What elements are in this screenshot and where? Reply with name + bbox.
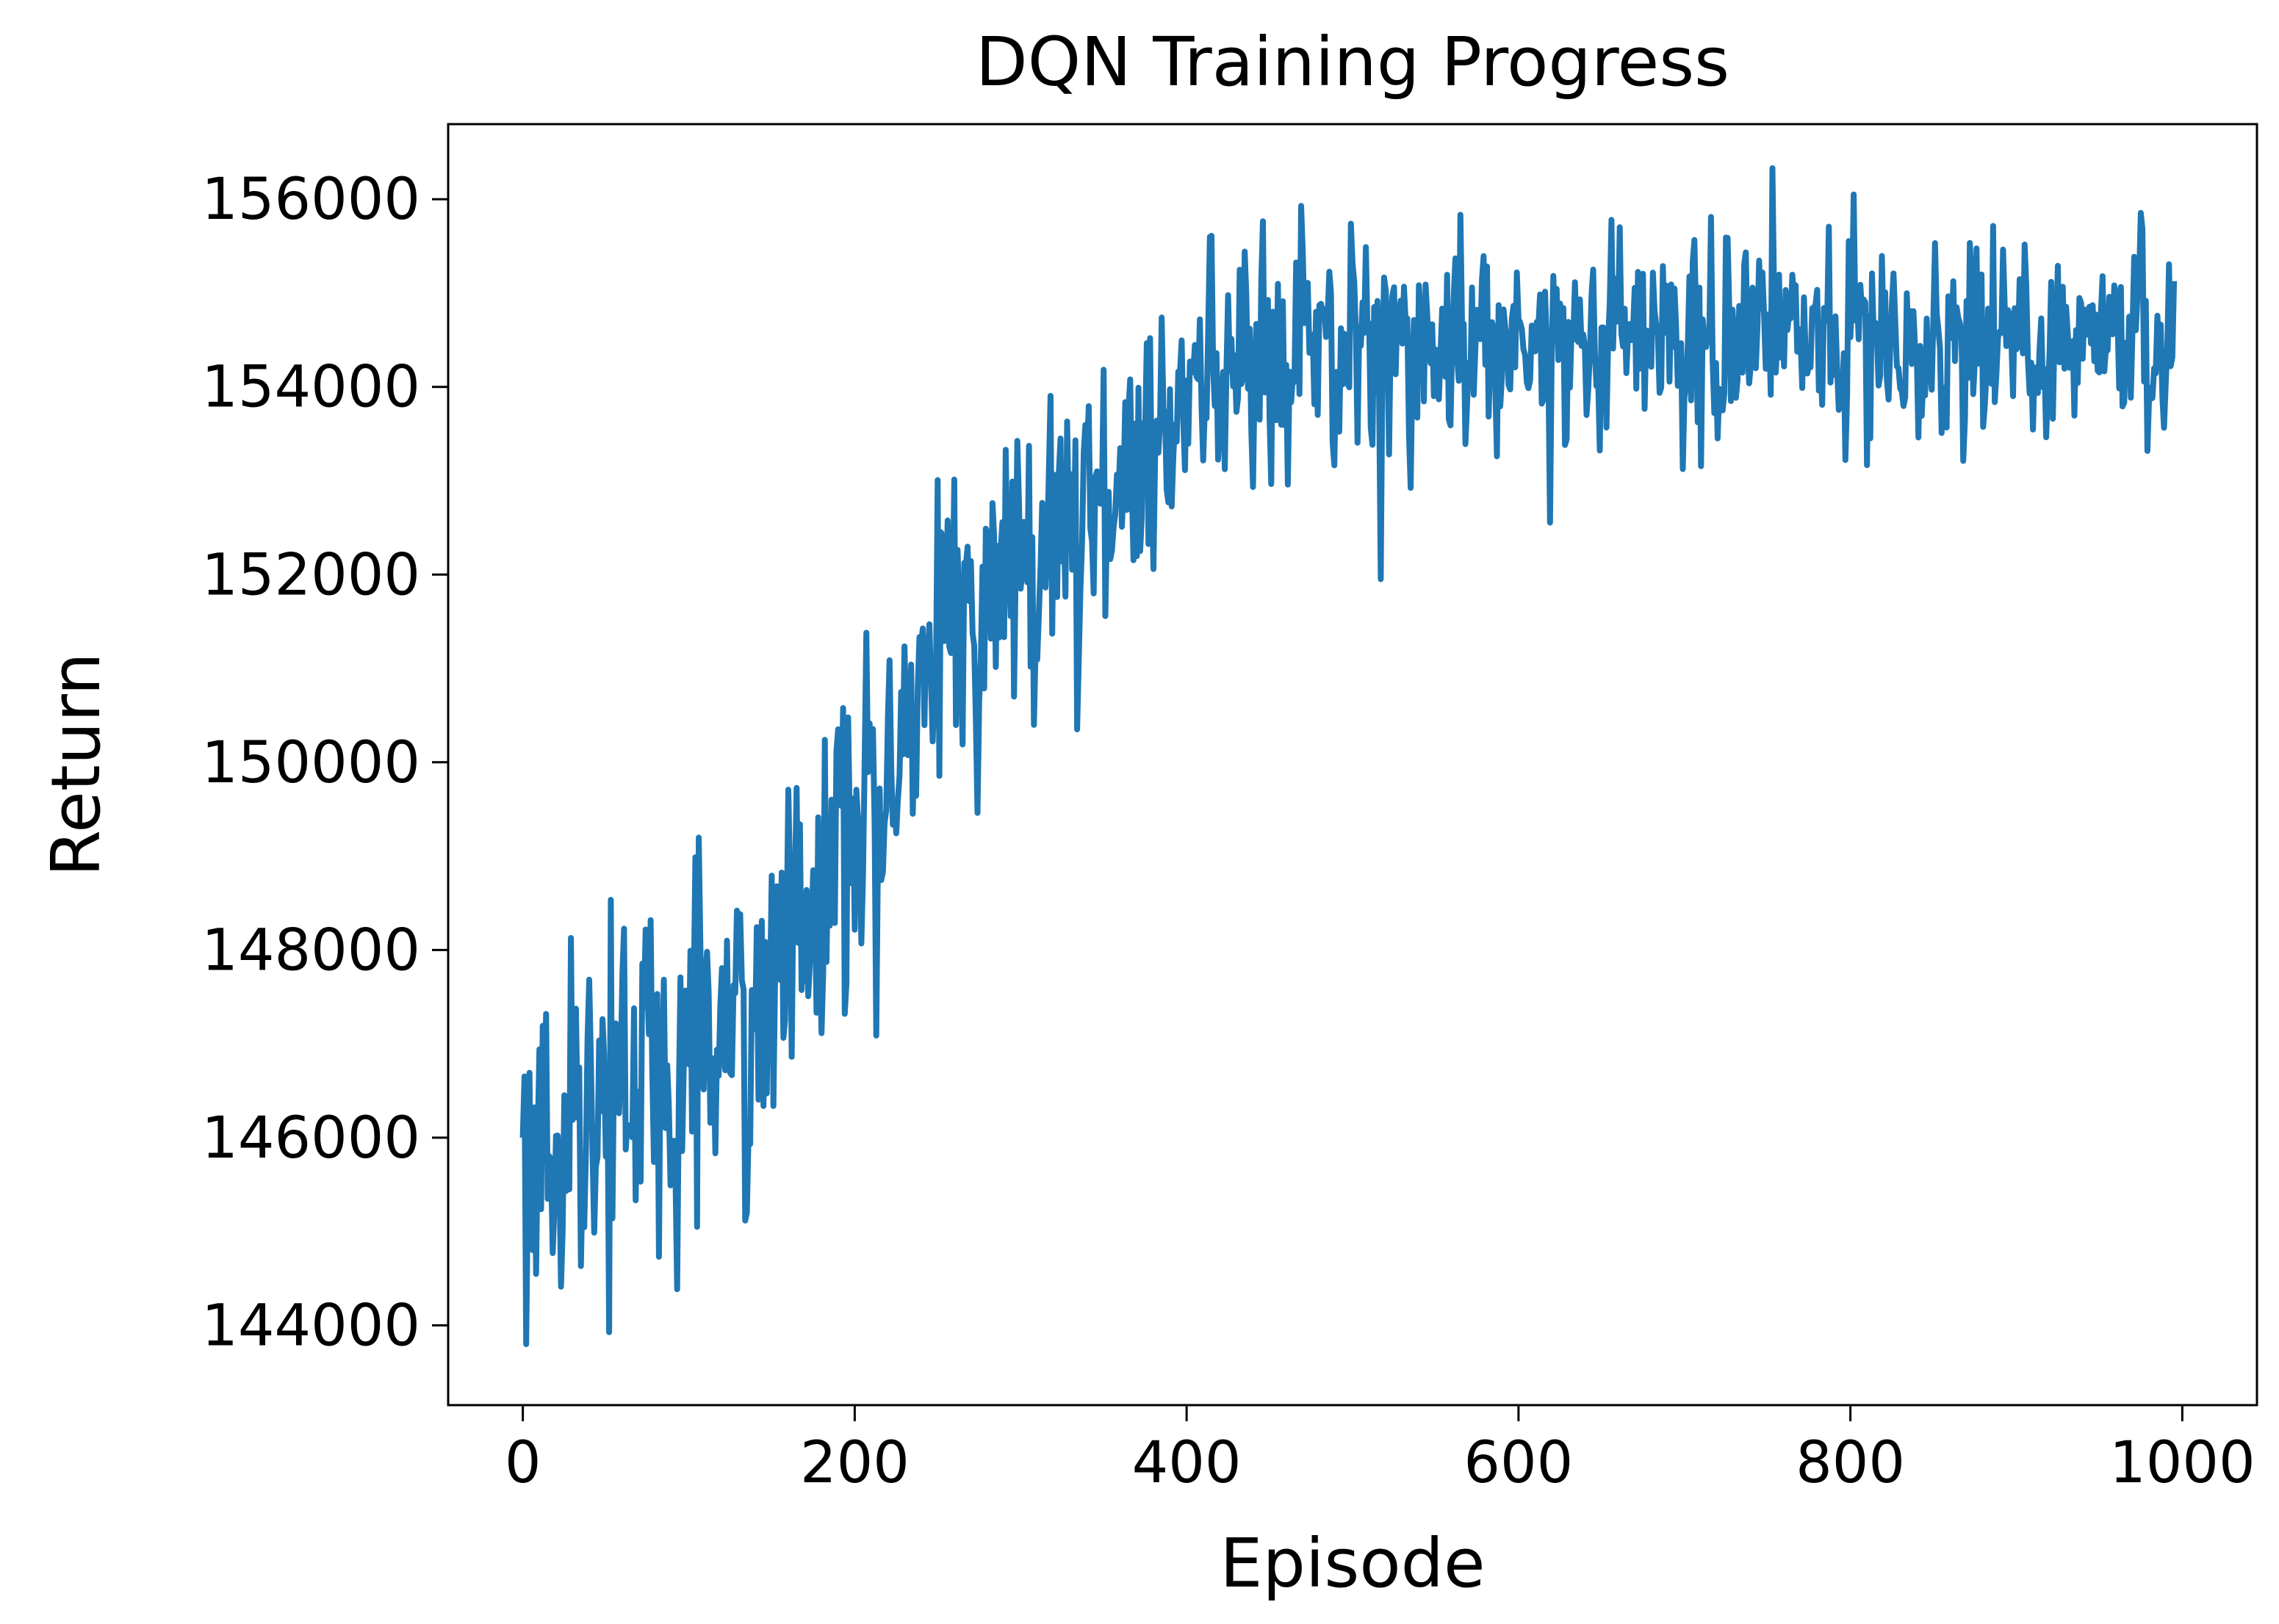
- y-tick-label: 150000: [201, 730, 420, 796]
- x-tick-label: 400: [1132, 1430, 1242, 1496]
- y-tick-label: 152000: [201, 542, 420, 608]
- x-axis: 0 200 400 600 800 1000: [505, 1405, 2255, 1496]
- y-tick-label: 144000: [201, 1293, 420, 1359]
- x-axis-title: Episode: [1220, 1524, 1485, 1603]
- plot-frame: [447, 123, 2258, 1407]
- y-tick-label: 148000: [201, 917, 420, 984]
- x-tick-label: 600: [1463, 1430, 1573, 1496]
- x-tick-label: 200: [800, 1430, 910, 1496]
- y-tick-label: 146000: [201, 1105, 420, 1172]
- y-tick-label: 156000: [201, 167, 420, 233]
- plot-area: [519, 165, 2178, 1347]
- y-axis-title: Return: [37, 652, 115, 876]
- x-tick-label: 1000: [2109, 1430, 2255, 1496]
- y-tick-label: 154000: [201, 355, 420, 421]
- x-tick-label: 0: [505, 1430, 541, 1496]
- chart-title: DQN Training Progress: [976, 23, 1729, 101]
- series-line-return: [519, 165, 2178, 1347]
- x-tick-label: 800: [1796, 1430, 1905, 1496]
- y-axis: 144000 146000 148000 150000 152000 154000 1560…: [201, 167, 448, 1359]
